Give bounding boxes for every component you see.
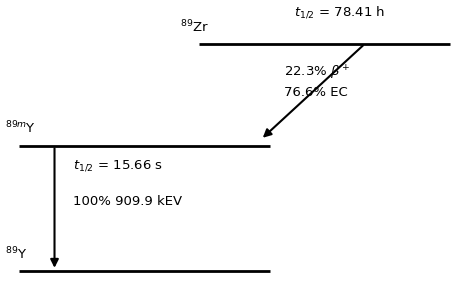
Text: $^{89}$Zr: $^{89}$Zr — [180, 18, 209, 35]
Text: $^{89m}$Y: $^{89m}$Y — [5, 120, 35, 137]
Text: 100% 909.9 kEV: 100% 909.9 kEV — [73, 195, 182, 208]
Text: $t_{1/2}$ = 78.41 h: $t_{1/2}$ = 78.41 h — [294, 5, 385, 20]
Text: 22.3% $\beta^+$
76.6% EC: 22.3% $\beta^+$ 76.6% EC — [284, 64, 351, 99]
Text: $t_{1/2}$ = 15.66 s: $t_{1/2}$ = 15.66 s — [73, 159, 164, 173]
Text: $^{89}$Y: $^{89}$Y — [5, 245, 27, 262]
